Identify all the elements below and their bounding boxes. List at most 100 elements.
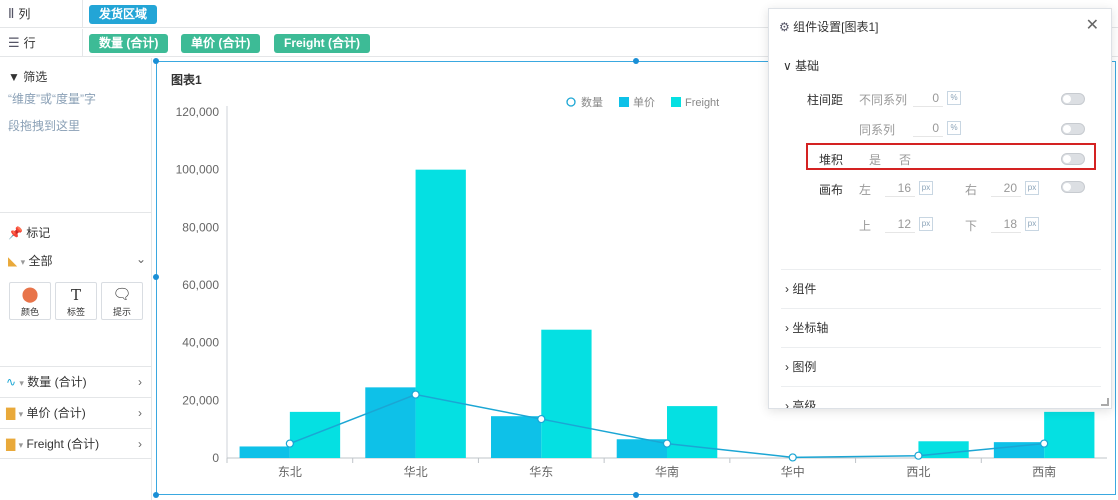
bar-单价 <box>616 439 667 458</box>
chevron-right-icon: › <box>138 406 142 420</box>
bottom-input[interactable]: 18 <box>991 215 1021 233</box>
bar-freight <box>415 169 466 458</box>
chevron-right-icon: › <box>785 399 789 408</box>
legend-label: 数量 <box>581 96 603 109</box>
mark-field-unit-price[interactable]: ▇ ▾ 单价 (合计) › <box>0 397 152 428</box>
y-tick-label: 60,000 <box>182 278 219 292</box>
section-legend[interactable]: › 图例 <box>781 347 1101 386</box>
columns-shelf-label: 列 <box>18 7 31 21</box>
x-tick-label: 华中 <box>781 464 805 479</box>
mark-field-freight[interactable]: ▇ ▾ Freight (合计) › <box>0 428 152 459</box>
bar-spacing-label: 柱间距 <box>807 93 844 107</box>
px-unit: px <box>1025 217 1039 231</box>
chevron-right-icon: › <box>138 375 142 389</box>
resize-handle[interactable] <box>153 274 159 280</box>
mark-label-button[interactable]: T 标签 <box>55 282 97 320</box>
line-point <box>662 439 672 448</box>
x-tick-label: 华北 <box>404 465 428 479</box>
left-label: 左 <box>859 183 872 197</box>
left-input[interactable]: 16 <box>885 179 915 197</box>
line-point <box>914 451 923 460</box>
mark-field-quantity[interactable]: ∿ ▾ 数量 (合计) › <box>0 366 152 397</box>
percent-unit: % <box>947 91 961 105</box>
mark-tooltip-button[interactable]: 🗨 提示 <box>101 282 143 320</box>
diff-series-label: 不同系列 <box>859 93 908 107</box>
bar-freight <box>667 406 718 458</box>
resize-handle[interactable] <box>153 58 159 64</box>
filter-title: ▼ 筛选 <box>8 70 48 84</box>
filter-drop-zone[interactable]: “维度”或“度量”字 段拖拽到这里 <box>8 92 96 133</box>
px-unit: px <box>1025 181 1039 195</box>
section-axis[interactable]: › 坐标轴 <box>781 308 1101 347</box>
mark-color-button[interactable]: ⬤ 颜色 <box>9 282 51 320</box>
rows-shelf-label: 行 <box>23 36 36 50</box>
gear-icon: ⚙ <box>779 20 790 34</box>
bar-freight <box>541 329 592 458</box>
section-component[interactable]: › 组件 <box>781 269 1101 308</box>
mark-type-icon: ◣ <box>8 254 18 268</box>
legend-marker <box>566 97 576 107</box>
pill-unit-price[interactable]: 单价 (合计) <box>181 34 261 53</box>
layout-label: 画布 <box>819 183 844 197</box>
section-basic[interactable]: ∨ 基础 <box>783 59 820 73</box>
section-advanced[interactable]: › 高级 <box>781 386 1101 408</box>
chevron-down-icon: ⌄ <box>135 252 146 266</box>
text-icon: T <box>70 286 81 304</box>
pill-quantity[interactable]: 数量 (合计) <box>89 34 169 53</box>
line-point <box>1040 439 1049 448</box>
percent-unit: % <box>947 121 961 135</box>
y-tick-label: 40,000 <box>182 336 219 350</box>
chevron-right-icon: › <box>785 282 789 296</box>
bar-单价 <box>491 416 542 458</box>
same-series-toggle[interactable] <box>1061 123 1085 135</box>
panel-resize-grip[interactable] <box>1101 398 1109 406</box>
line-point <box>537 414 546 424</box>
legend-marker <box>619 97 629 107</box>
chevron-right-icon: › <box>785 360 789 374</box>
top-input[interactable]: 12 <box>885 215 915 233</box>
bar-chart-icon: ▇ <box>6 437 16 451</box>
stack-highlight-box <box>806 143 1096 170</box>
tooltip-icon: 🗨 <box>112 286 132 303</box>
panel-title: 组件设置[图表1] <box>793 20 879 34</box>
marks-type-select[interactable]: ◣ ▾ 全部 ⌄ <box>8 252 146 268</box>
px-unit: px <box>919 217 933 231</box>
bottom-label: 下 <box>965 219 978 233</box>
line-chart-icon: ∿ <box>6 375 17 389</box>
legend-label: Freight <box>685 97 719 109</box>
legend-marker <box>671 97 681 107</box>
resize-handle[interactable] <box>153 492 159 498</box>
bar-freight <box>289 411 341 458</box>
stack-no-option[interactable]: 否 <box>899 153 912 167</box>
resize-handle[interactable] <box>633 58 639 64</box>
pill-ship-region[interactable]: 发货区域 <box>89 5 158 24</box>
pill-freight[interactable]: Freight (合计) <box>274 34 370 53</box>
chart-component[interactable]: 图表1 0 20,000 40,000 60,000 80,000 100,000 120,0… <box>156 61 1116 495</box>
resize-handle[interactable] <box>633 492 639 498</box>
diff-series-input[interactable]: 0 <box>913 89 943 107</box>
x-tick-label: 西北 <box>906 465 930 479</box>
stack-toggle[interactable] <box>1061 153 1085 165</box>
stack-yes-option[interactable]: 是 <box>869 153 882 167</box>
same-series-label: 同系列 <box>859 123 896 137</box>
bar-freight <box>1044 411 1095 458</box>
rows-icon: ☰ <box>8 35 20 50</box>
diff-series-toggle[interactable] <box>1061 93 1085 105</box>
columns-icon: Ⅱ <box>8 6 15 21</box>
layout-toggle[interactable] <box>1061 181 1085 193</box>
same-series-input[interactable]: 0 <box>913 119 943 137</box>
top-label: 上 <box>859 219 872 233</box>
stack-label: 堆积 <box>819 153 844 167</box>
right-label: 右 <box>965 183 978 197</box>
x-tick-label: 华东 <box>529 465 553 479</box>
right-input[interactable]: 20 <box>991 179 1021 197</box>
close-icon[interactable]: ✕ <box>1085 17 1099 34</box>
x-tick-label: 西南 <box>1032 464 1056 479</box>
chart-svg: 图表1 0 20,000 40,000 60,000 80,000 100,000 120,0… <box>171 72 1107 479</box>
y-tick-label: 0 <box>212 451 219 465</box>
marks-title: 📌 标记 <box>8 226 51 240</box>
y-tick-label: 120,000 <box>176 105 220 119</box>
line-point <box>788 453 797 462</box>
x-tick-label: 华南 <box>655 464 679 479</box>
chevron-right-icon: › <box>138 437 142 451</box>
